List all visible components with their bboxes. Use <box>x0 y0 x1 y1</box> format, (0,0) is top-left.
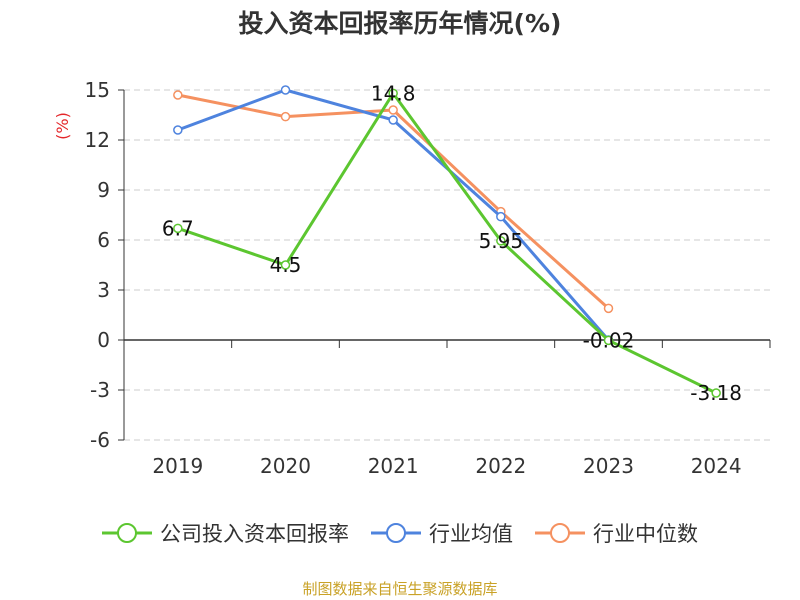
legend-line-circle-icon <box>371 523 421 543</box>
x-tick-label: 2023 <box>583 454 634 478</box>
legend-item[interactable]: 行业中位数 <box>535 518 698 548</box>
data-point <box>280 111 291 122</box>
legend-line-circle-icon <box>535 523 585 543</box>
data-point <box>280 260 291 270</box>
legend-label: 公司投入资本回报率 <box>160 522 349 546</box>
y-tick-label: 12 <box>85 128 110 152</box>
data-label: 6.7 <box>162 216 194 240</box>
source-note: 制图数据来自恒生聚源数据库 <box>302 580 498 598</box>
data-point <box>173 90 183 100</box>
data-point <box>280 85 291 95</box>
data-label: 14.8 <box>371 81 416 105</box>
data-label: -0.02 <box>583 328 635 352</box>
data-point <box>388 105 398 115</box>
data-label: -3.18 <box>690 381 742 405</box>
data-point <box>388 115 398 125</box>
y-tick-label: 15 <box>85 78 110 102</box>
y-tick-label: 0 <box>97 328 110 352</box>
x-tick-label: 2022 <box>475 454 526 478</box>
legend-item[interactable]: 行业均值 <box>371 518 513 548</box>
x-tick-label: 2021 <box>368 454 419 478</box>
y-tick-label: -3 <box>90 378 110 402</box>
y-tick-label: -6 <box>90 428 110 452</box>
x-tick-label: 2020 <box>260 454 311 478</box>
legend-label: 行业均值 <box>429 522 513 546</box>
data-point <box>603 335 614 346</box>
y-tick-label: 3 <box>97 278 110 302</box>
data-point <box>603 303 614 314</box>
x-tick-label: 2019 <box>152 454 203 478</box>
legend-line-circle-icon <box>102 523 152 543</box>
y-tick-label: 6 <box>97 228 110 252</box>
data-point <box>173 125 183 135</box>
legend-label: 行业中位数 <box>593 522 698 546</box>
data-point <box>496 236 506 246</box>
data-point <box>496 211 506 222</box>
legend-item[interactable]: 公司投入资本回报率 <box>102 518 349 548</box>
series-line <box>177 91 717 395</box>
x-tick-label: 2024 <box>691 454 742 478</box>
y-axis-label: (%) <box>53 112 72 140</box>
y-tick-label: 9 <box>97 178 110 202</box>
series-line <box>177 88 610 341</box>
data-point <box>388 88 398 99</box>
data-label: 4.5 <box>270 253 302 277</box>
data-label: 5.95 <box>479 229 524 253</box>
legend: 公司投入资本回报率 行业均值 行业中位数 <box>0 518 800 548</box>
data-point <box>173 223 183 234</box>
data-point <box>711 388 721 398</box>
chart-title: 投入资本回报率历年情况(%) <box>238 9 562 38</box>
series-line <box>177 93 610 310</box>
